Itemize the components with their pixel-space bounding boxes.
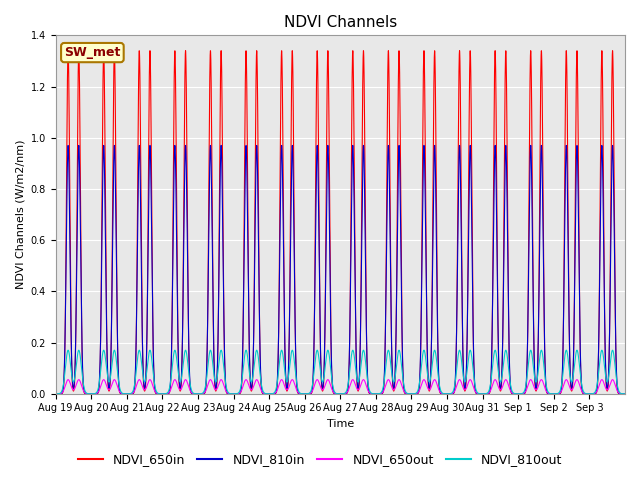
NDVI_650in: [621, 391, 629, 396]
NDVI_650in: [163, 391, 171, 396]
Y-axis label: NDVI Channels (W/m2/nm): NDVI Channels (W/m2/nm): [15, 140, 25, 289]
Title: NDVI Channels: NDVI Channels: [284, 15, 397, 30]
NDVI_810out: [330, 388, 338, 394]
NDVI_650out: [146, 377, 154, 383]
X-axis label: Time: Time: [326, 419, 354, 429]
NDVI_810out: [52, 391, 60, 396]
NDVI_650out: [76, 377, 83, 383]
Line: NDVI_810out: NDVI_810out: [56, 350, 625, 394]
NDVI_650in: [52, 391, 60, 396]
NDVI_810in: [330, 390, 338, 396]
NDVI_810out: [621, 391, 629, 396]
NDVI_810in: [52, 391, 60, 396]
NDVI_810out: [76, 348, 83, 354]
Line: NDVI_650out: NDVI_650out: [56, 380, 625, 394]
NDVI_650out: [86, 391, 93, 396]
NDVI_810in: [54, 391, 62, 396]
NDVI_810out: [163, 390, 171, 396]
NDVI_810out: [146, 348, 154, 353]
NDVI_650out: [330, 390, 338, 396]
NDVI_650in: [591, 391, 598, 396]
NDVI_810out: [591, 389, 598, 395]
NDVI_650out: [163, 391, 171, 396]
NDVI_810in: [76, 150, 83, 156]
Text: SW_met: SW_met: [64, 46, 120, 59]
NDVI_810in: [182, 143, 189, 148]
NDVI_650in: [76, 61, 83, 67]
NDVI_810in: [591, 391, 598, 396]
NDVI_650in: [182, 48, 189, 54]
NDVI_650in: [54, 391, 62, 396]
NDVI_810out: [54, 391, 62, 396]
NDVI_810in: [163, 391, 171, 396]
NDVI_650out: [52, 391, 60, 396]
NDVI_810in: [86, 391, 93, 396]
NDVI_650out: [591, 390, 598, 396]
NDVI_650in: [330, 391, 338, 396]
NDVI_650out: [621, 391, 629, 396]
NDVI_650in: [86, 391, 93, 396]
NDVI_810in: [621, 391, 629, 396]
Line: NDVI_650in: NDVI_650in: [56, 51, 625, 394]
NDVI_810out: [86, 391, 93, 396]
Legend: NDVI_650in, NDVI_810in, NDVI_650out, NDVI_810out: NDVI_650in, NDVI_810in, NDVI_650out, NDV…: [72, 448, 568, 471]
Line: NDVI_810in: NDVI_810in: [56, 145, 625, 394]
NDVI_650out: [54, 391, 62, 396]
